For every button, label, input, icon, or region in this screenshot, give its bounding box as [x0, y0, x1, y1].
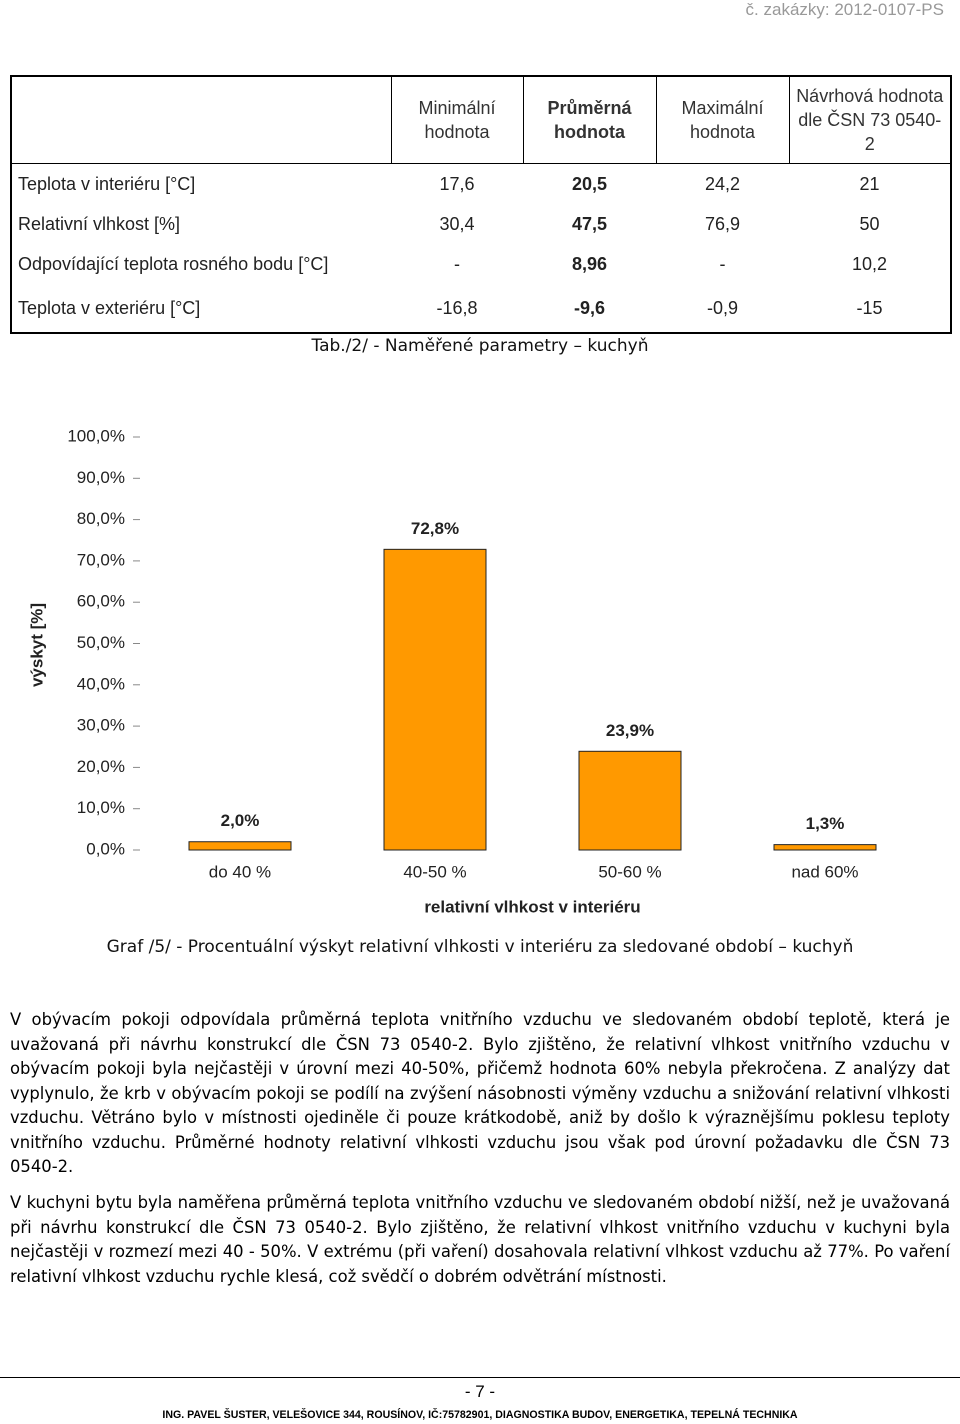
y-tick-label: 10,0%	[77, 798, 125, 817]
y-tick-label: 60,0%	[77, 592, 125, 611]
y-tick-label: 20,0%	[77, 757, 125, 776]
column-header: Návrhová hodnota dle ČSN 73 0540-2	[788, 76, 951, 164]
table-cell: 24,2	[704, 173, 741, 194]
data-label: 2,0%	[221, 811, 260, 830]
row-label: Teplota v interiéru [°C]	[18, 173, 196, 194]
x-axis-title: relativní vlhkost v interiéru	[424, 897, 640, 916]
y-tick-label: 40,0%	[77, 674, 125, 693]
y-tick-label: 50,0%	[77, 633, 125, 652]
table-cell: 50	[859, 213, 880, 234]
table-row: Relativní vlhkost [%] 30,4 47,5 76,9 50	[11, 204, 951, 244]
table-caption: Tab./2/ - Naměřené parametry – kuchyň	[311, 336, 649, 356]
table-cell: -9,6	[573, 297, 606, 318]
column-header: Minimální hodnota	[390, 76, 523, 164]
table-cell: 20,5	[571, 173, 608, 194]
table-cell: 21	[859, 173, 880, 194]
table-cell: -	[454, 253, 460, 274]
page-number: - 7 -	[464, 1382, 496, 1401]
x-tick-label: do 40 %	[209, 862, 271, 881]
y-tick-label: 90,0%	[77, 468, 125, 487]
y-tick-label: 80,0%	[77, 509, 125, 528]
table-cell: 10,2	[851, 253, 888, 274]
table-header: Minimální hodnota Průměrná hodnota Maximál…	[11, 76, 951, 164]
row-label: Odpovídající teplota rosného bodu [°C]	[18, 253, 329, 274]
y-axis-title: výskyt [%]	[27, 603, 46, 687]
paragraph: V obývacím pokoji odpovídala průměrná te…	[10, 1010, 950, 1176]
bar	[773, 844, 877, 851]
table-cell: 8,96	[571, 253, 608, 274]
table-row: Odpovídající teplota rosného bodu [°C] - 8…	[11, 244, 951, 284]
footer-rule	[0, 1377, 960, 1378]
order-number: č. zakázky: 2012-0107-PS	[745, 0, 944, 19]
y-tick-label: 100,0%	[67, 426, 125, 445]
table-cell: 76,9	[704, 213, 741, 234]
table-cell: -16,8	[436, 297, 478, 318]
y-tick-label: 70,0%	[77, 550, 125, 569]
parameters-table: Minimální hodnota Průměrná hodnota Maximál…	[10, 75, 952, 334]
bar	[188, 841, 292, 851]
y-tick-label: 0,0%	[86, 839, 125, 858]
table-cell: -15	[856, 297, 883, 318]
x-tick-label: 40-50 %	[403, 862, 466, 881]
table-cell: 47,5	[571, 213, 608, 234]
x-tick-label: 50-60 %	[598, 862, 661, 881]
x-tick-label: nad 60%	[791, 862, 858, 881]
table-cell: -	[719, 253, 726, 274]
y-tick-label: 30,0%	[77, 716, 125, 735]
data-label: 72,8%	[411, 519, 459, 538]
table-row: Teplota v interiéru [°C] 17,6 20,5 24,2 21	[11, 164, 951, 205]
row-label: Relativní vlhkost [%]	[18, 213, 181, 234]
column-header: Maximální hodnota	[655, 76, 789, 164]
paragraph: V kuchyni bytu byla naměřena průměrná te…	[10, 1193, 950, 1286]
row-label: Teplota v exteriéru [°C]	[18, 297, 201, 318]
table-cell: 17,6	[439, 173, 475, 194]
table-row: Teplota v exteriéru [°C] -16,8 -9,6 -0,9 -15	[11, 284, 951, 333]
table-cell: -0,9	[706, 297, 739, 318]
data-label: 1,3%	[806, 814, 845, 833]
bar	[578, 750, 682, 851]
table-body: Teplota v interiéru [°C] 17,6 20,5 24,2 21 Re…	[11, 164, 951, 334]
footer-company: ING. PAVEL ŠUSTER, VELEŠOVICE 344, ROUSÍ…	[162, 1409, 798, 1421]
bar	[383, 548, 487, 851]
corner-cell	[11, 76, 391, 164]
table-cell: 30,4	[439, 213, 475, 234]
data-label: 23,9%	[606, 721, 654, 740]
column-header: Průměrná hodnota	[522, 76, 656, 164]
chart-caption: Graf /5/ - Procentuální výskyt relativní…	[106, 937, 854, 957]
